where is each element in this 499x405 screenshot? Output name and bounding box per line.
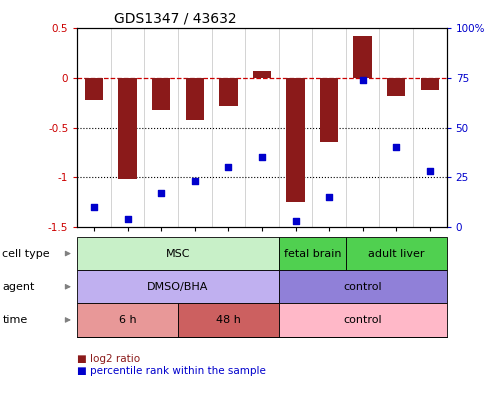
Bar	[219, 78, 238, 106]
Bar	[186, 78, 204, 119]
Text: adult liver: adult liver	[368, 249, 425, 258]
Point	[291, 217, 299, 224]
Bar	[152, 78, 171, 110]
Point	[225, 164, 233, 171]
Bar	[353, 36, 372, 78]
Text: GDS1347 / 43632: GDS1347 / 43632	[114, 12, 237, 26]
Point	[191, 178, 199, 184]
Text: cell type: cell type	[2, 249, 50, 258]
Text: 48 h: 48 h	[216, 315, 241, 325]
Text: ■ log2 ratio: ■ log2 ratio	[77, 354, 141, 364]
Bar	[85, 78, 103, 100]
Text: agent: agent	[2, 282, 35, 292]
Bar	[118, 78, 137, 179]
Point	[359, 77, 367, 83]
Point	[258, 154, 266, 161]
Text: time: time	[2, 315, 28, 325]
Point	[124, 215, 132, 222]
Text: DMSO/BHA: DMSO/BHA	[147, 282, 209, 292]
Text: fetal brain: fetal brain	[283, 249, 341, 258]
Bar	[286, 78, 305, 202]
Point	[392, 144, 400, 151]
Point	[325, 194, 333, 200]
Bar	[320, 78, 338, 143]
Bar	[252, 71, 271, 78]
Bar	[387, 78, 406, 96]
Point	[157, 190, 165, 196]
Text: control: control	[343, 315, 382, 325]
Point	[426, 168, 434, 175]
Text: 6 h: 6 h	[119, 315, 137, 325]
Text: ■ percentile rank within the sample: ■ percentile rank within the sample	[77, 366, 266, 376]
Text: MSC: MSC	[166, 249, 190, 258]
Bar	[421, 78, 439, 90]
Point	[90, 204, 98, 210]
Text: control: control	[343, 282, 382, 292]
